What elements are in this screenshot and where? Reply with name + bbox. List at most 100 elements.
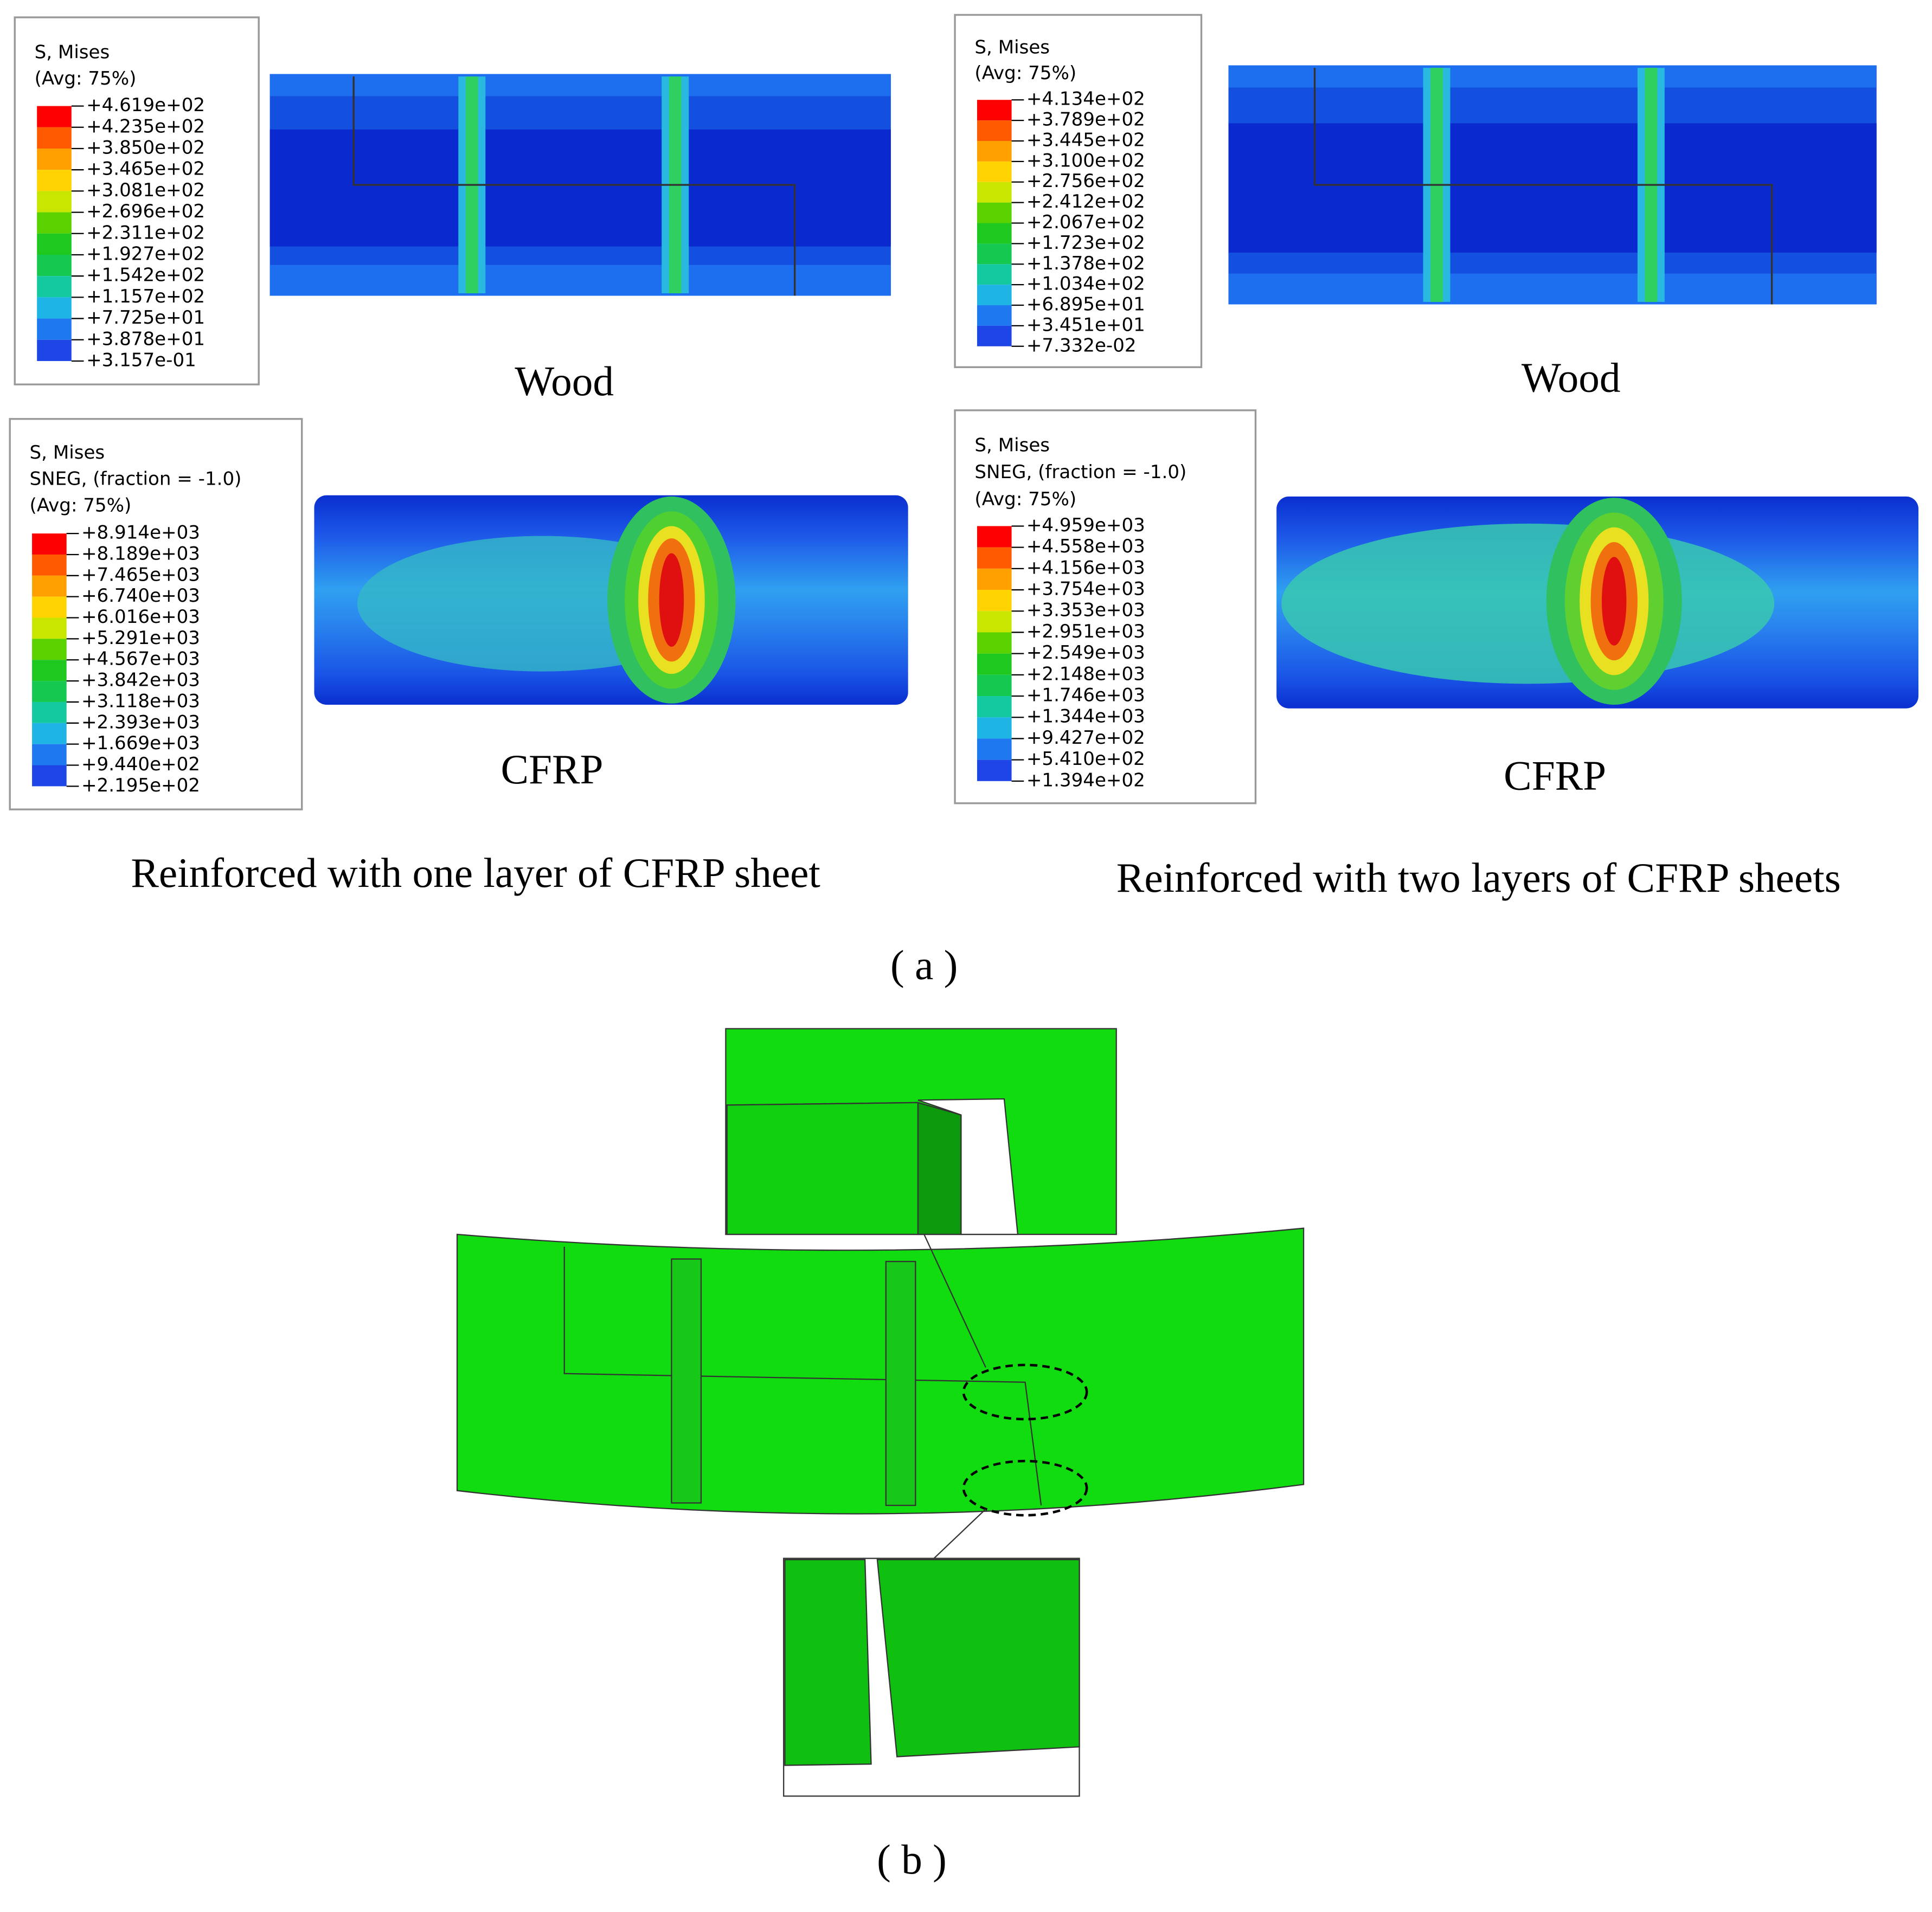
legend: S, Mises(Avg: 75%)+4.619e+02+4.235e+02+3… <box>14 16 260 385</box>
legend-value: +3.445e+02 <box>1026 129 1145 151</box>
legend-value: +6.740e+03 <box>81 585 200 607</box>
legend-value: +3.081e+02 <box>86 179 205 201</box>
deformed-model <box>456 1028 1305 1797</box>
legend-value: +5.410e+02 <box>1026 748 1145 770</box>
legend-value: +2.067e+02 <box>1026 211 1145 233</box>
legend-value: +1.394e+02 <box>1026 769 1145 791</box>
color-band <box>977 759 1012 781</box>
legend-value: +9.427e+02 <box>1026 727 1145 749</box>
color-band <box>977 568 1012 590</box>
color-band <box>37 148 72 170</box>
legend-value: +3.754e+03 <box>1026 578 1145 600</box>
color-band <box>32 660 67 681</box>
color-band <box>32 554 67 576</box>
color-band <box>32 744 67 765</box>
legend-value: +3.850e+02 <box>86 137 205 158</box>
color-band <box>32 596 67 618</box>
color-band <box>977 632 1012 654</box>
legend-value: +1.723e+02 <box>1026 232 1145 254</box>
legend-value: +3.157e-01 <box>86 349 196 371</box>
cfrp-contour <box>314 495 1919 709</box>
legend-value: +3.842e+03 <box>81 669 200 691</box>
color-band <box>32 765 67 787</box>
legend-value: +1.927e+02 <box>86 243 205 265</box>
color-band <box>977 202 1012 223</box>
color-band <box>977 305 1012 326</box>
cfrp-label: CFRP <box>501 746 604 793</box>
color-band <box>32 723 67 744</box>
legend-value: +4.235e+02 <box>86 115 205 137</box>
color-band <box>977 325 1012 346</box>
legend-title: (Avg: 75%) <box>974 62 1076 84</box>
color-band <box>977 100 1012 121</box>
legend-value: +8.189e+03 <box>81 543 200 564</box>
legend-value: +1.034e+02 <box>1026 273 1145 295</box>
wood-label: Wood <box>1522 354 1621 401</box>
legend-title: (Avg: 75%) <box>974 488 1076 510</box>
legend-value: +2.195e+02 <box>81 775 200 796</box>
legend-value: +8.914e+03 <box>81 522 200 544</box>
panel-label: ( a ) <box>890 942 958 988</box>
color-band <box>32 681 67 702</box>
color-band <box>977 590 1012 611</box>
cfrp-label: CFRP <box>1504 752 1606 799</box>
legend-value: +4.558e+03 <box>1026 536 1145 557</box>
legend-value: +3.100e+02 <box>1026 150 1145 171</box>
caption: Reinforced with two layers of CFRP sheet… <box>1116 854 1841 901</box>
color-band <box>977 674 1012 697</box>
color-band <box>37 106 72 127</box>
color-band <box>977 120 1012 141</box>
legend-title: S, Mises <box>35 41 110 63</box>
legend-title: (Avg: 75%) <box>30 495 132 517</box>
legend-value: +2.951e+03 <box>1026 621 1145 642</box>
color-band <box>977 653 1012 675</box>
legend-value: +9.440e+02 <box>81 754 200 775</box>
legend-value: +2.756e+02 <box>1026 170 1145 192</box>
legend: S, Mises(Avg: 75%)+4.134e+02+3.789e+02+3… <box>954 14 1203 369</box>
legend-value: +3.465e+02 <box>86 158 205 180</box>
color-band <box>977 696 1012 718</box>
color-band <box>37 170 72 191</box>
color-band <box>977 611 1012 633</box>
legend-title: SNEG, (fraction = -1.0) <box>974 461 1186 483</box>
legend-value: +4.567e+03 <box>81 648 200 670</box>
color-band <box>32 575 67 597</box>
legend-value: +4.134e+02 <box>1026 88 1145 110</box>
legend-value: +2.412e+02 <box>1026 191 1145 213</box>
legend-value: +6.016e+03 <box>81 606 200 628</box>
color-band <box>977 140 1012 162</box>
legend-value: +4.156e+03 <box>1026 557 1145 578</box>
wood-contour <box>269 65 1877 305</box>
legend-value: +3.353e+03 <box>1026 600 1145 621</box>
legend-value: +1.344e+03 <box>1026 706 1145 728</box>
caption: Reinforced with one layer of CFRP sheet <box>131 849 820 896</box>
color-band <box>977 161 1012 182</box>
legend-value: +7.725e+01 <box>86 307 205 329</box>
legend-value: +4.959e+03 <box>1026 514 1145 536</box>
color-band <box>37 318 72 340</box>
panel-label: ( b ) <box>877 1836 947 1883</box>
wood-label: Wood <box>515 358 614 404</box>
color-band <box>37 233 72 255</box>
labels: Wood Wood CFRP CFRP Reinforced with one … <box>131 354 1840 1883</box>
legend-value: +6.895e+01 <box>1026 294 1145 316</box>
legend-value: +1.378e+02 <box>1026 253 1145 274</box>
color-band <box>37 127 72 149</box>
legend: S, Mises SNEG, (fraction = -1.0) (Avg: 75%… <box>954 409 1257 804</box>
legend: S, Mises SNEG, (fraction = -1.0) (Avg: 75%… <box>9 418 303 810</box>
color-band <box>32 701 67 723</box>
legends: S, Mises(Avg: 75%)+4.619e+02+4.235e+02+3… <box>9 14 1257 810</box>
color-band <box>32 617 67 639</box>
legend-value: +2.148e+03 <box>1026 663 1145 685</box>
legend-title: SNEG, (fraction = -1.0) <box>30 468 242 490</box>
legend-value: +2.311e+02 <box>86 222 205 243</box>
color-band <box>37 276 72 298</box>
legend-value: +2.549e+03 <box>1026 642 1145 664</box>
color-band <box>37 297 72 319</box>
legend-value: +2.696e+02 <box>86 201 205 222</box>
color-band <box>37 254 72 276</box>
legend-value: +3.451e+01 <box>1026 314 1145 336</box>
color-band <box>37 191 72 213</box>
